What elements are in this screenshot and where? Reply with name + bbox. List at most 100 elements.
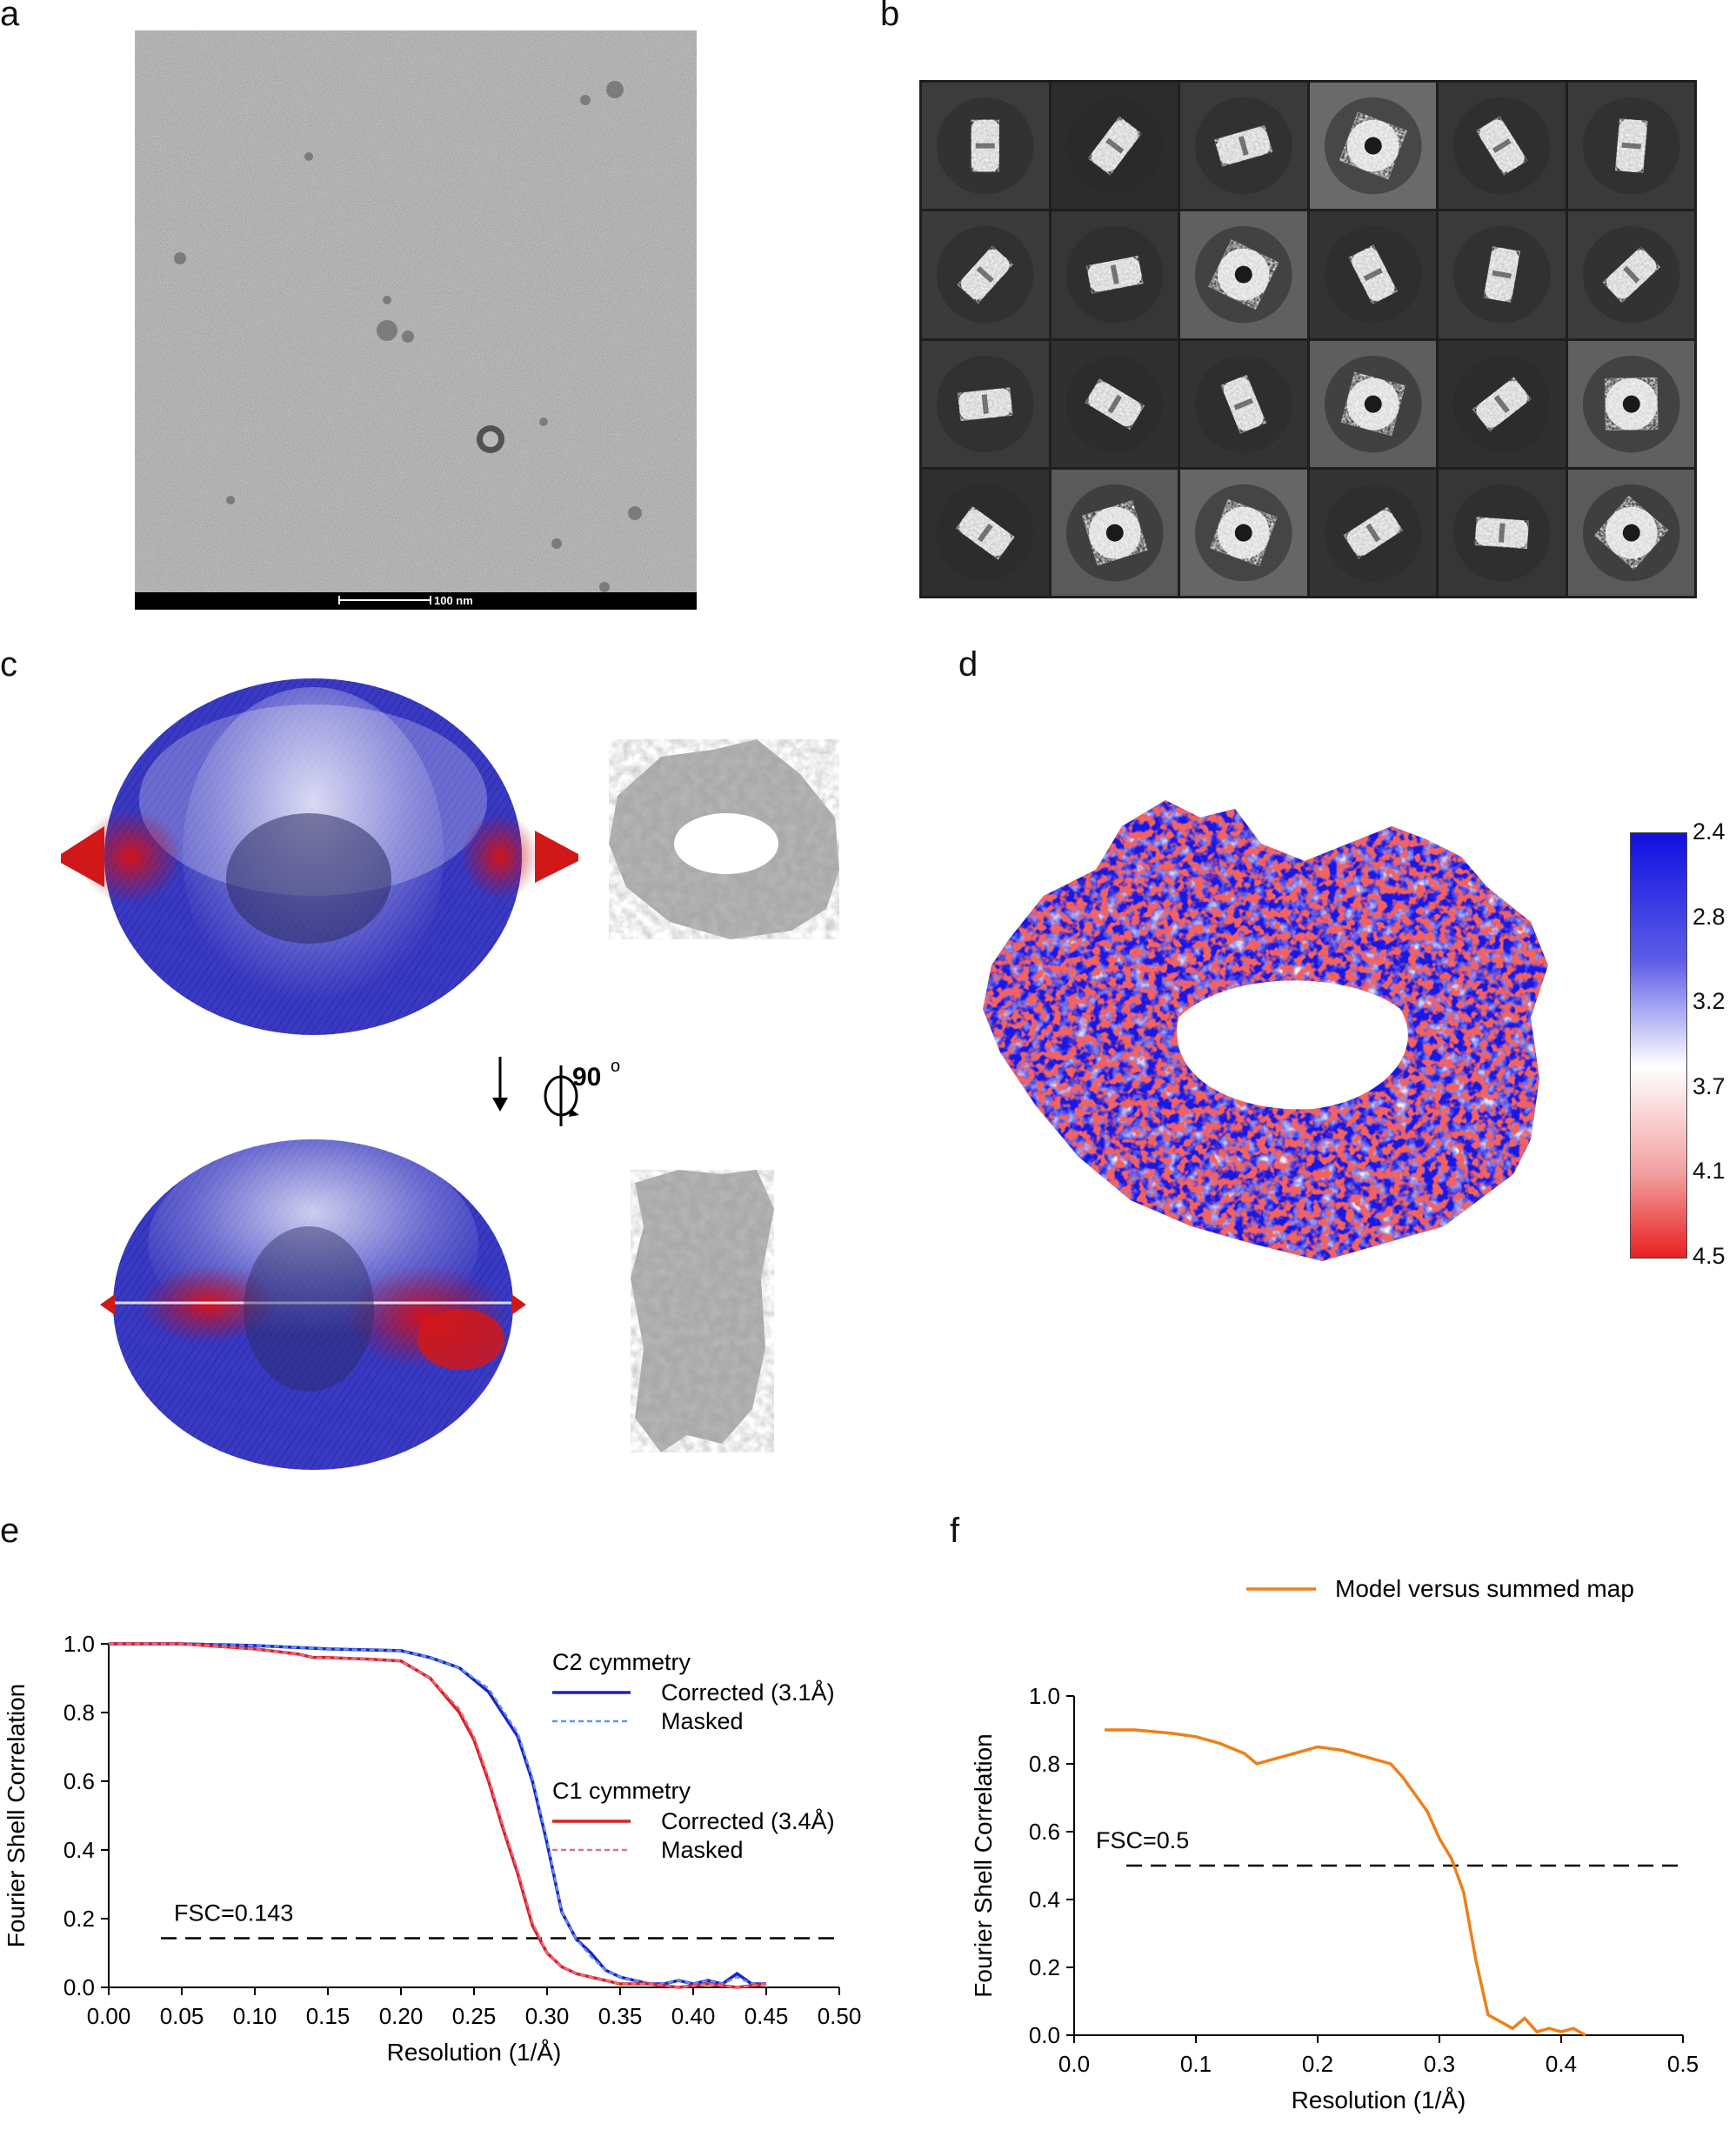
class-average-tile xyxy=(922,340,1049,467)
y-tick-label: 0.4 xyxy=(1029,1886,1060,1913)
micrograph-particles xyxy=(174,81,642,592)
class-average-tile xyxy=(1309,211,1436,338)
local-resolution-panel xyxy=(974,791,1583,1365)
scale-bar xyxy=(338,596,431,604)
class-average-tile xyxy=(1180,340,1307,467)
legend-entry: Masked xyxy=(661,1837,744,1863)
panel-letter-f: f xyxy=(950,1512,960,1550)
colorbar-tick-label: 4.5 xyxy=(1693,1243,1726,1269)
class-average-tile xyxy=(1180,83,1307,210)
series-line xyxy=(1105,1728,1586,2037)
panel-letter-d: d xyxy=(958,645,978,684)
panel-letter-a: a xyxy=(0,0,20,33)
class-average-tile xyxy=(1567,469,1694,596)
threshold-label: FSC=0.5 xyxy=(1096,1827,1189,1853)
class-average-tile xyxy=(1309,83,1436,210)
x-tick-label: 0.05 xyxy=(160,2003,204,2029)
class-average-tile xyxy=(1180,469,1307,596)
legend-entry: Model versus summed map xyxy=(1335,1575,1634,1602)
angular-sphere-top xyxy=(61,678,578,1035)
class-average-tile xyxy=(1309,340,1436,467)
legend-entry: Masked xyxy=(661,1708,744,1734)
micrograph-panel: 100 nm xyxy=(135,30,697,610)
rotation-angle: 90 xyxy=(572,1063,601,1092)
y-axis-label: Fourier Shell Correlation xyxy=(3,1684,30,1947)
class-average-tile xyxy=(922,469,1049,596)
y-tick-label: 0.8 xyxy=(63,1699,95,1726)
y-tick-label: 0.8 xyxy=(1029,1751,1060,1777)
class-average-tile xyxy=(1439,83,1566,210)
angular-distribution-panel: 90 o xyxy=(52,670,861,1505)
x-tick-label: 0.20 xyxy=(379,2003,424,2029)
class-average-tile xyxy=(1051,83,1178,210)
colorbar-tick-label: 3.7 xyxy=(1693,1072,1726,1099)
x-tick-label: 0.50 xyxy=(818,2003,862,2029)
degree-symbol: o xyxy=(611,1057,620,1076)
local-resolution-map xyxy=(983,800,1548,1261)
x-tick-label: 0.10 xyxy=(233,2003,277,2029)
channel-pore xyxy=(1177,980,1408,1110)
class-average-tile xyxy=(1567,340,1694,467)
colorbar-tick-label: 2.8 xyxy=(1693,903,1726,930)
x-tick-label: 0.00 xyxy=(87,2003,131,2029)
class-average-tile xyxy=(1180,211,1307,338)
y-tick-label: 0.6 xyxy=(1029,1819,1060,1845)
class-average-tile xyxy=(922,83,1049,210)
class-averages-grid xyxy=(919,80,1697,598)
x-tick-label: 0.3 xyxy=(1424,2051,1455,2077)
legend-group-label: C1 cymmetry xyxy=(552,1778,691,1804)
x-tick-label: 0.0 xyxy=(1058,2051,1090,2077)
legend-entry: Corrected (3.1Å) xyxy=(661,1679,835,1706)
y-tick-label: 0.4 xyxy=(63,1837,95,1863)
x-tick-label: 0.15 xyxy=(306,2003,351,2029)
angular-sphere-bottom xyxy=(100,1139,526,1470)
x-tick-label: 0.45 xyxy=(744,2003,789,2029)
scale-bar-label: 100 nm xyxy=(434,594,473,607)
y-tick-label: 1.0 xyxy=(1029,1683,1060,1709)
x-tick-label: 0.1 xyxy=(1180,2051,1212,2077)
x-tick-label: 0.35 xyxy=(598,2003,643,2029)
class-average-tile xyxy=(1439,340,1566,467)
x-tick-label: 0.25 xyxy=(452,2003,497,2029)
x-axis-label: Resolution (1/Å) xyxy=(387,2039,562,2066)
y-tick-label: 0.2 xyxy=(1029,1954,1060,1980)
x-tick-label: 0.30 xyxy=(525,2003,570,2029)
legend-entry: Corrected (3.4Å) xyxy=(661,1807,835,1834)
fsc-chart-e: 0.00 0.05 0.10 0.15 0.20 0.25 0.30 0.35 0.40 0.45… xyxy=(3,1631,862,2066)
y-tick-label: 0.2 xyxy=(63,1906,95,1932)
x-tick-label: 0.4 xyxy=(1546,2051,1577,2077)
class-average-tile xyxy=(1439,469,1566,596)
class-average-tile xyxy=(1567,83,1694,210)
angular-distribution-figure: 90 o xyxy=(61,678,839,1470)
x-tick-label: 0.2 xyxy=(1302,2051,1333,2077)
y-tick-label: 0.6 xyxy=(63,1768,95,1794)
colorbar-tick-label: 2.4 xyxy=(1693,818,1726,845)
rotation-indicator xyxy=(492,1057,579,1126)
class-average-tile xyxy=(1567,211,1694,338)
density-map-top-view xyxy=(609,739,839,939)
class-average-tile xyxy=(1051,469,1178,596)
y-tick-label: 0.0 xyxy=(63,1974,95,2000)
colorbar xyxy=(1630,832,1687,1259)
y-tick-label: 0.0 xyxy=(1029,2022,1060,2048)
x-tick-label: 0.40 xyxy=(671,2003,716,2029)
legend-group-label: C2 cymmetry xyxy=(552,1649,691,1675)
class-average-tile xyxy=(1051,340,1178,467)
colorbar-tick-label: 4.1 xyxy=(1693,1158,1726,1185)
class-average-tile xyxy=(922,211,1049,338)
panel-letter-c: c xyxy=(0,645,17,684)
panel-letter-b: b xyxy=(880,0,900,33)
density-map-side-view xyxy=(631,1170,774,1452)
class-average-tile xyxy=(1439,211,1566,338)
series-line xyxy=(109,1642,767,1989)
class-average-tile xyxy=(1309,469,1436,596)
colorbar-tick-label: 3.2 xyxy=(1693,988,1726,1015)
x-tick-label: 0.5 xyxy=(1667,2051,1699,2077)
y-tick-label: 1.0 xyxy=(63,1631,95,1657)
fsc-chart-f: 0.0 0.1 0.2 0.3 0.4 0.5 0.0 0.2 0.4 0.6 0.8 1.0 Reso… xyxy=(970,1575,1699,2113)
x-axis-label: Resolution (1/Å) xyxy=(1292,2087,1466,2113)
threshold-label: FSC=0.143 xyxy=(174,1900,293,1926)
panel-letter-e: e xyxy=(0,1512,20,1550)
y-axis-label: Fourier Shell Correlation xyxy=(970,1733,997,1997)
micrograph-image: 100 nm xyxy=(135,30,697,610)
